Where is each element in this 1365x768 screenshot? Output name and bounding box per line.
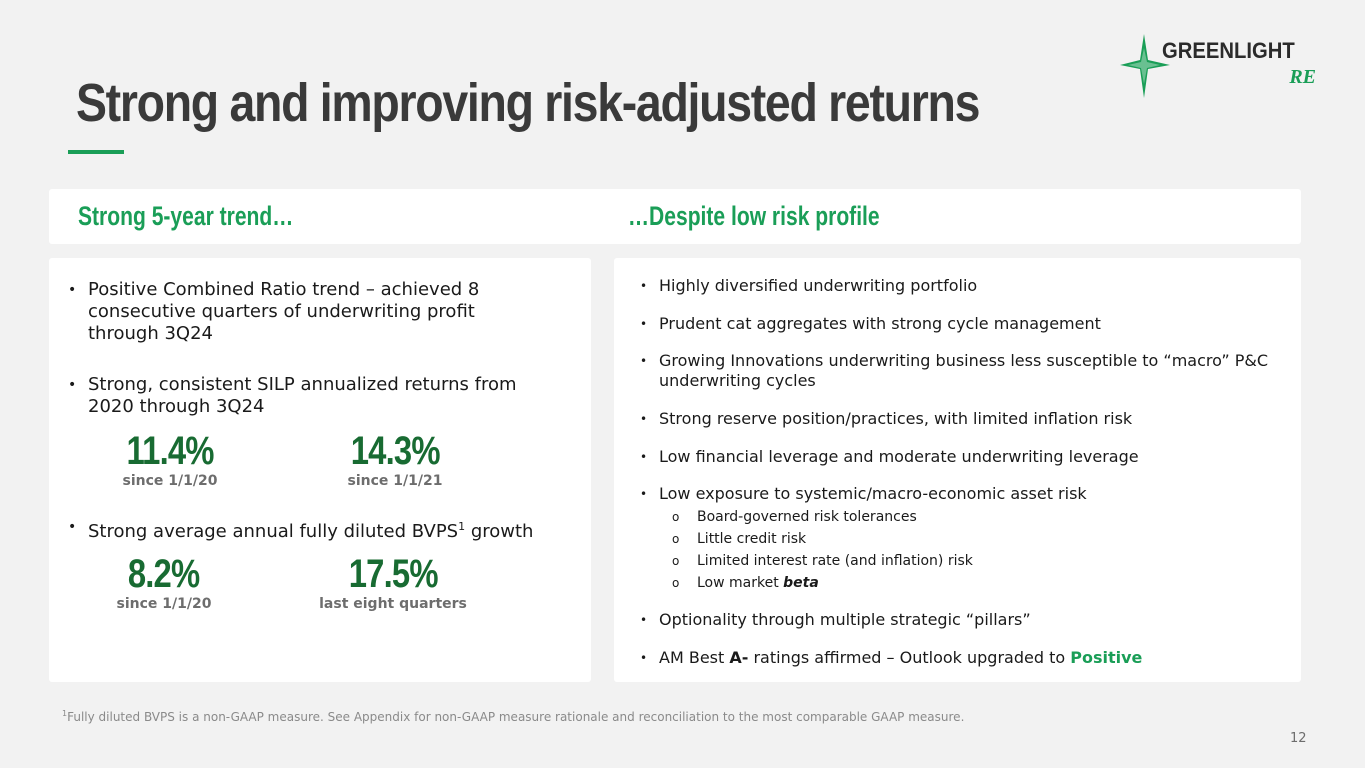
stat-bvps-2020: 8.2% since 1/1/20: [84, 553, 244, 612]
greenlight-logo: GREENLIGHT RE: [1120, 34, 1320, 98]
bullet-diversified: • Highly diversified underwriting portfo…: [640, 276, 1280, 296]
right-panel: [614, 258, 1301, 682]
bullet-reserve-position: • Strong reserve position/practices, wit…: [640, 409, 1280, 429]
footnote-marker: 1: [458, 520, 466, 533]
bullet-dot: •: [640, 487, 648, 501]
sub-bullet-text: Little credit risk: [697, 531, 807, 547]
stat-label: last eight quarters: [319, 596, 467, 612]
bullet-dot: •: [68, 282, 77, 298]
title-underline: [68, 150, 124, 154]
stat-silp-2021: 14.3% since 1/1/21: [315, 430, 475, 489]
bullet-dot: •: [640, 450, 648, 464]
stat-label: since 1/1/21: [347, 473, 443, 489]
left-panel: [49, 258, 591, 682]
page-number: 12: [1290, 731, 1307, 746]
bullet-dot: •: [640, 613, 648, 627]
logo-suffix: RE: [1289, 66, 1316, 88]
logo-name: GREENLIGHT: [1162, 38, 1295, 63]
bullet-dot: •: [640, 651, 648, 665]
footnote-text: Fully diluted BVPS is a non-GAAP measure…: [67, 710, 965, 724]
bullet-text: Low financial leverage and moderate unde…: [659, 447, 1139, 466]
left-section-heading: Strong 5-year trend…: [78, 201, 294, 231]
bullet-silp-returns: • Strong, consistent SILP annualized ret…: [68, 374, 517, 418]
bullet-innovations: • Growing Innovations underwriting busin…: [640, 351, 1280, 391]
sub-bullet-market-beta: o Low market beta: [672, 574, 819, 592]
sub-bullet-circle: o: [672, 510, 680, 524]
stat-silp-2020: 11.4% since 1/1/20: [90, 430, 250, 489]
page-title: Strong and improving risk-adjusted retur…: [76, 73, 980, 133]
star-icon: [1120, 34, 1170, 98]
footnote: 1Fully diluted BVPS is a non-GAAP measur…: [62, 709, 964, 724]
bullet-text: Low exposure to systemic/macro-economic …: [659, 484, 1087, 503]
bullet-dot: •: [68, 519, 77, 535]
stat-label: since 1/1/20: [116, 596, 212, 612]
stat-value: 8.2%: [128, 552, 200, 596]
rating-grade: A-: [729, 648, 749, 667]
sub-bullet-text: Low market beta: [697, 575, 819, 591]
stat-bvps-eight-quarters: 17.5% last eight quarters: [313, 553, 473, 612]
bullet-text: Optionality through multiple strategic “…: [659, 610, 1031, 629]
bullet-leverage: • Low financial leverage and moderate un…: [640, 447, 1280, 467]
bullet-text: Highly diversified underwriting portfoli…: [659, 276, 978, 295]
bullet-text: Growing Innovations underwriting busines…: [659, 351, 1268, 390]
sub-bullet-text: Limited interest rate (and inflation) ri…: [697, 553, 973, 569]
sub-bullet-circle: o: [672, 576, 680, 590]
bullet-dot: •: [640, 279, 648, 293]
bullet-bvps-growth: • Strong average annual fully diluted BV…: [68, 516, 533, 543]
footnote-number: 1: [62, 709, 68, 718]
sub-bullet-risk-tolerances: o Board-governed risk tolerances: [672, 508, 917, 526]
sub-bullet-interest-rate: o Limited interest rate (and inflation) …: [672, 552, 973, 570]
stat-value: 17.5%: [348, 552, 439, 596]
bullet-cat-aggregates: • Prudent cat aggregates with strong cyc…: [640, 314, 1280, 334]
sub-bullet-text: Board-governed risk tolerances: [697, 509, 917, 525]
bullet-combined-ratio: • Positive Combined Ratio trend – achiev…: [68, 279, 479, 345]
stat-value: 11.4%: [126, 429, 214, 473]
bullet-dot: •: [640, 317, 648, 331]
bullet-pillars: • Optionality through multiple strategic…: [640, 610, 1280, 630]
bullet-asset-risk: • Low exposure to systemic/macro-economi…: [640, 484, 1280, 504]
bullet-text: AM Best A- ratings affirmed – Outlook up…: [659, 648, 1143, 667]
section-header-bar: [49, 189, 1301, 244]
stat-label: since 1/1/20: [122, 473, 218, 489]
bullet-text: Strong reserve position/practices, with …: [659, 409, 1133, 428]
bullet-text: Positive Combined Ratio trend – achieved…: [88, 279, 480, 344]
bullet-text: Strong average annual fully diluted BVPS…: [88, 520, 534, 542]
right-section-heading: …Despite low risk profile: [628, 201, 880, 231]
bullet-text: Strong, consistent SILP annualized retur…: [88, 374, 517, 417]
beta-emphasis: beta: [783, 575, 819, 591]
bullet-dot: •: [640, 354, 648, 368]
sub-bullet-circle: o: [672, 532, 680, 546]
outlook-positive: Positive: [1070, 648, 1143, 667]
sub-bullet-credit-risk: o Little credit risk: [672, 530, 806, 548]
bullet-am-best-rating: • AM Best A- ratings affirmed – Outlook …: [640, 648, 1280, 668]
bullet-dot: •: [640, 412, 648, 426]
sub-bullet-circle: o: [672, 554, 680, 568]
stat-value: 14.3%: [350, 429, 441, 473]
bullet-text: Prudent cat aggregates with strong cycle…: [659, 314, 1101, 333]
bullet-dot: •: [68, 377, 77, 393]
